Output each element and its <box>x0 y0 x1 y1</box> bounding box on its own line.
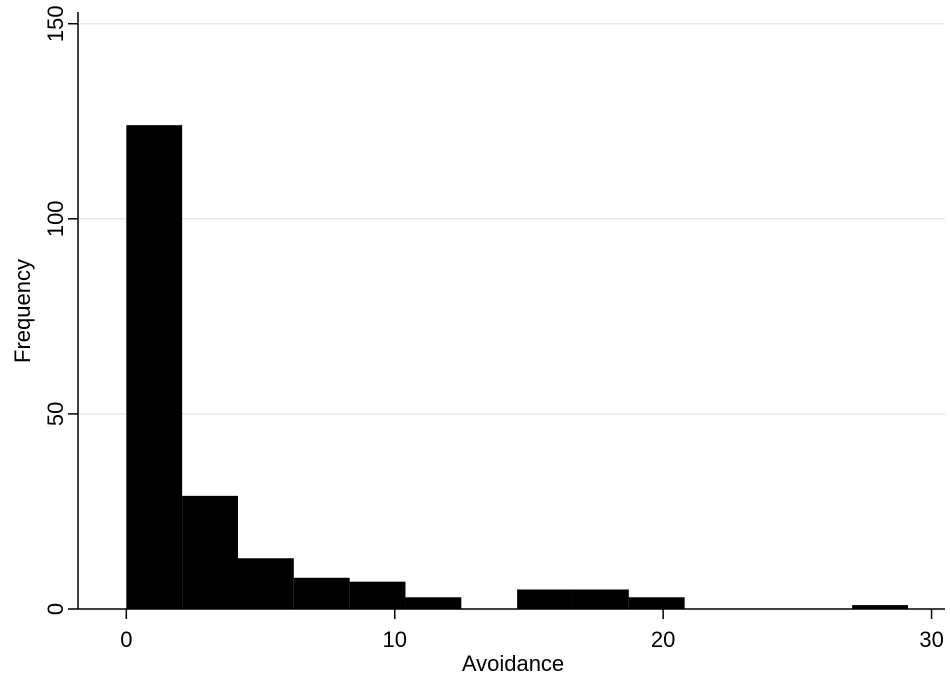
y-tick-label: 50 <box>43 402 68 426</box>
histogram-bar <box>293 577 350 609</box>
histogram-bar <box>405 597 462 609</box>
axes <box>77 12 945 610</box>
x-tick-label: 20 <box>651 627 675 652</box>
x-tick-label: 10 <box>382 627 406 652</box>
histogram-bar <box>126 125 183 609</box>
y-axis-title: Frequency <box>10 259 35 363</box>
gridlines <box>78 22 945 415</box>
histogram-bar <box>628 597 685 609</box>
y-tick-label: 100 <box>43 200 68 237</box>
histogram-bar <box>349 581 406 609</box>
x-ticks: 0 10 20 30 <box>120 609 944 652</box>
y-tick-label: 150 <box>43 5 68 42</box>
histogram-bar <box>852 605 908 609</box>
x-axis-title: Avoidance <box>462 651 564 676</box>
histogram-bar <box>572 589 629 609</box>
histogram-bar <box>182 495 238 609</box>
x-tick-label: 0 <box>120 627 132 652</box>
y-ticks: 0 50 100 150 <box>43 5 78 615</box>
histogram-bar <box>517 589 573 609</box>
y-tick-label: 0 <box>43 603 68 615</box>
x-tick-label: 30 <box>919 627 943 652</box>
histogram-bars <box>126 125 908 609</box>
histogram-bar <box>237 558 294 609</box>
